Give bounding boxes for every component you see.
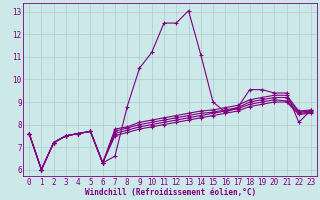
X-axis label: Windchill (Refroidissement éolien,°C): Windchill (Refroidissement éolien,°C) (84, 188, 256, 197)
